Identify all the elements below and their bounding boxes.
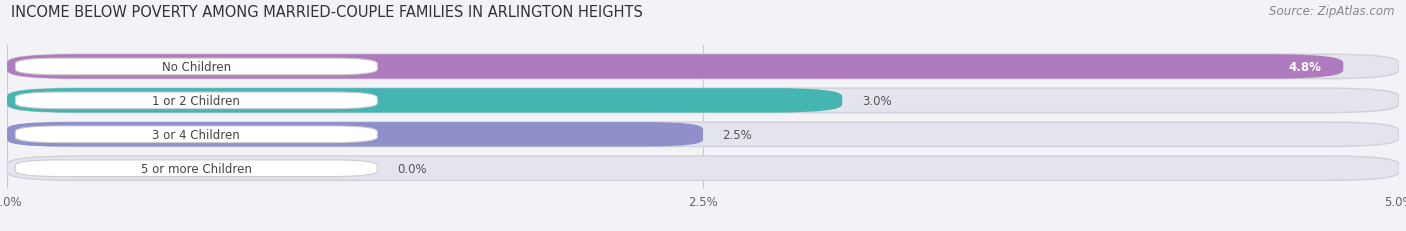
Text: 1 or 2 Children: 1 or 2 Children	[152, 94, 240, 107]
FancyBboxPatch shape	[15, 126, 377, 143]
Text: 5 or more Children: 5 or more Children	[141, 162, 252, 175]
Text: INCOME BELOW POVERTY AMONG MARRIED-COUPLE FAMILIES IN ARLINGTON HEIGHTS: INCOME BELOW POVERTY AMONG MARRIED-COUPL…	[11, 5, 643, 20]
Text: 4.8%: 4.8%	[1288, 61, 1322, 74]
FancyBboxPatch shape	[7, 122, 1399, 147]
FancyBboxPatch shape	[15, 93, 377, 109]
FancyBboxPatch shape	[7, 55, 1399, 79]
Text: No Children: No Children	[162, 61, 231, 74]
FancyBboxPatch shape	[7, 156, 1399, 181]
FancyBboxPatch shape	[7, 122, 703, 147]
FancyBboxPatch shape	[7, 89, 1399, 113]
Text: 0.0%: 0.0%	[396, 162, 426, 175]
Text: 3 or 4 Children: 3 or 4 Children	[152, 128, 240, 141]
FancyBboxPatch shape	[7, 55, 1343, 79]
FancyBboxPatch shape	[7, 89, 842, 113]
FancyBboxPatch shape	[15, 59, 377, 75]
FancyBboxPatch shape	[15, 160, 377, 177]
Text: Source: ZipAtlas.com: Source: ZipAtlas.com	[1270, 5, 1395, 18]
Text: 2.5%: 2.5%	[723, 128, 752, 141]
Text: 3.0%: 3.0%	[862, 94, 891, 107]
